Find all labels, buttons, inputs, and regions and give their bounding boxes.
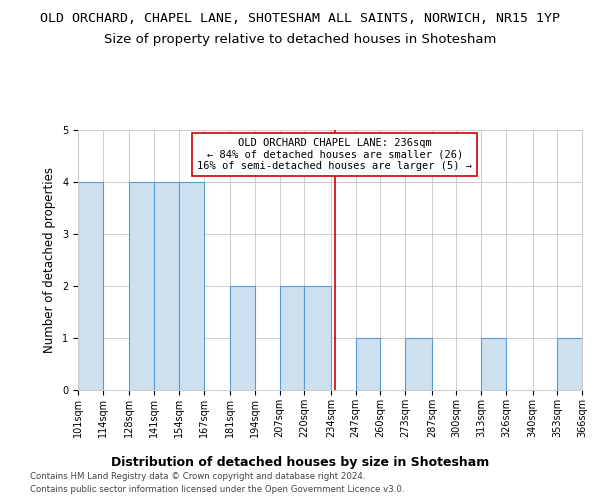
Bar bbox=[154, 182, 179, 390]
Bar bbox=[481, 338, 506, 390]
Bar bbox=[78, 182, 103, 390]
Bar bbox=[130, 182, 154, 390]
Text: Contains HM Land Registry data © Crown copyright and database right 2024.: Contains HM Land Registry data © Crown c… bbox=[30, 472, 365, 481]
Bar bbox=[405, 338, 432, 390]
Bar bbox=[280, 286, 304, 390]
Bar bbox=[356, 338, 380, 390]
Bar bbox=[304, 286, 331, 390]
Text: Size of property relative to detached houses in Shotesham: Size of property relative to detached ho… bbox=[104, 32, 496, 46]
Text: OLD ORCHARD CHAPEL LANE: 236sqm
← 84% of detached houses are smaller (26)
16% of: OLD ORCHARD CHAPEL LANE: 236sqm ← 84% of… bbox=[197, 138, 472, 171]
Text: Contains public sector information licensed under the Open Government Licence v3: Contains public sector information licen… bbox=[30, 485, 404, 494]
Bar bbox=[557, 338, 582, 390]
Bar bbox=[230, 286, 255, 390]
Text: Distribution of detached houses by size in Shotesham: Distribution of detached houses by size … bbox=[111, 456, 489, 469]
Text: OLD ORCHARD, CHAPEL LANE, SHOTESHAM ALL SAINTS, NORWICH, NR15 1YP: OLD ORCHARD, CHAPEL LANE, SHOTESHAM ALL … bbox=[40, 12, 560, 26]
Y-axis label: Number of detached properties: Number of detached properties bbox=[43, 167, 56, 353]
Bar bbox=[179, 182, 203, 390]
